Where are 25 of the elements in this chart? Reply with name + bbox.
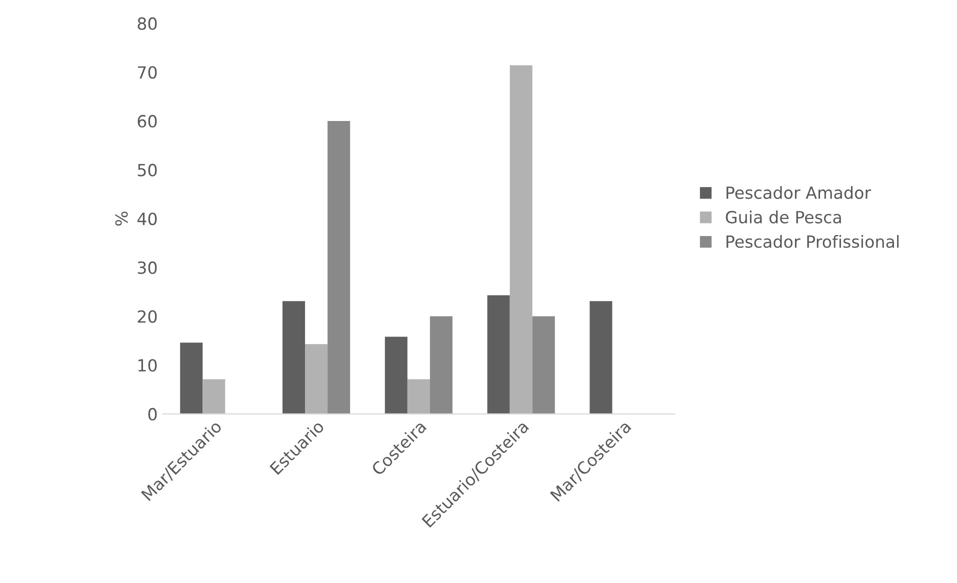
y-tick-label: 80 — [138, 17, 157, 30]
y-tick-label: 50 — [138, 164, 157, 176]
y-tick-label: 20 — [138, 310, 157, 323]
bar — [510, 65, 532, 414]
y-tick-label: 30 — [138, 261, 157, 274]
bar — [532, 316, 555, 414]
bar — [202, 379, 226, 414]
bar — [180, 342, 203, 414]
y-axis-title: % — [115, 212, 128, 226]
bar — [328, 120, 350, 414]
y-tick-label: 40 — [137, 212, 157, 226]
bar — [305, 344, 328, 414]
legend-label: Guia de Pesca — [726, 210, 841, 224]
y-tick-label: 70 — [138, 66, 157, 79]
legend-label: Pescador Amador — [726, 186, 872, 199]
bar — [487, 295, 510, 414]
bar — [430, 316, 452, 414]
legend-label: Pescador Profissional — [726, 235, 899, 248]
bar — [282, 301, 306, 414]
y-tick-label: 0 — [148, 408, 157, 420]
bar — [590, 301, 612, 414]
bar — [407, 379, 430, 414]
bar — [384, 336, 408, 414]
y-tick-label: 60 — [138, 114, 157, 128]
y-tick-label: 10 — [138, 359, 157, 372]
